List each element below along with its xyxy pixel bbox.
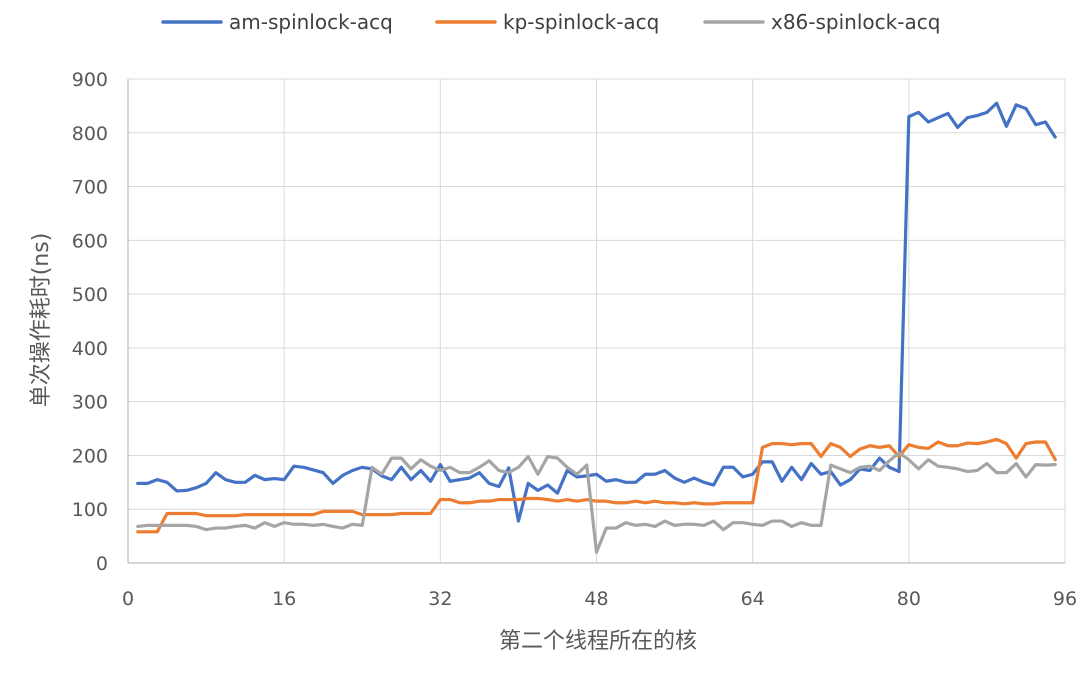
x-tick-label: 64 xyxy=(741,588,765,610)
y-tick-label: 100 xyxy=(72,499,108,521)
series-lines xyxy=(136,101,1057,554)
legend-label: am-spinlock-acq xyxy=(229,10,393,34)
x-tick-label: 0 xyxy=(122,588,134,610)
x-tick-label: 96 xyxy=(1053,588,1077,610)
y-tick-label: 600 xyxy=(72,230,108,252)
legend-item-am-spinlock-acq: am-spinlock-acq xyxy=(161,10,393,34)
y-tick-label: 500 xyxy=(72,284,108,306)
gridlines xyxy=(128,78,1066,563)
legend-label: x86-spinlock-acq xyxy=(771,10,940,34)
legend: am-spinlock-acq kp-spinlock-acq x86-spinlo… xyxy=(161,10,940,34)
y-tick-label: 700 xyxy=(72,177,108,199)
x-tick-label: 80 xyxy=(897,588,921,610)
x-tick-label: 48 xyxy=(584,588,608,610)
x-tick-label: 32 xyxy=(428,588,452,610)
y-tick-label: 0 xyxy=(96,553,108,575)
series-line-x86-spinlock-acq xyxy=(136,451,1057,554)
series-line-kp-spinlock-acq xyxy=(136,437,1057,534)
y-tick-label: 300 xyxy=(72,392,108,414)
series-line-am-spinlock-acq xyxy=(136,101,1057,523)
y-tick-label: 800 xyxy=(72,123,108,145)
y-axis-title: 单次操作耗时(ns) xyxy=(29,233,54,408)
legend-item-x86-spinlock-acq: x86-spinlock-acq xyxy=(703,10,940,34)
y-tick-label: 900 xyxy=(72,69,108,91)
y-tick-label: 200 xyxy=(72,445,108,467)
axes: 0 100 200 300 400 500 600 700 800 900 0 16 32 48 64 80 9… xyxy=(72,69,1077,610)
legend-label: kp-spinlock-acq xyxy=(503,10,659,34)
x-axis-title: 第二个线程所在的核 xyxy=(499,629,697,654)
legend-item-kp-spinlock-acq: kp-spinlock-acq xyxy=(435,10,659,34)
y-tick-label: 400 xyxy=(72,338,108,360)
x-tick-label: 16 xyxy=(272,588,296,610)
